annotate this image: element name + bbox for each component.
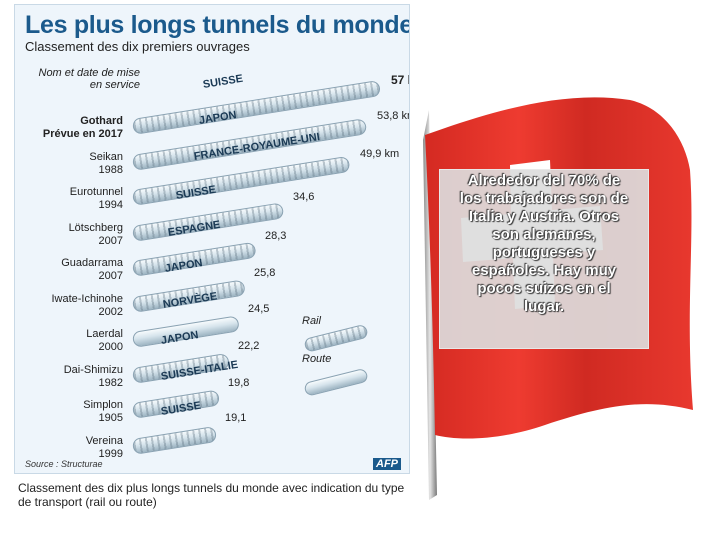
tunnel-name: Gothard Prévue en 2017 bbox=[43, 115, 123, 141]
tunnel-name-text: Laerdal bbox=[86, 328, 123, 340]
tunnel-name: Simplon 1905 bbox=[83, 399, 123, 425]
tunnel-length: 22,2 bbox=[238, 339, 260, 352]
column-note: Nom et date de mise en service bbox=[38, 67, 141, 91]
tunnel-length: 24,5 bbox=[248, 303, 270, 316]
tunnel-name-text: Iwate-Ichinohe bbox=[51, 292, 123, 305]
tunnel-year: 1905 bbox=[98, 412, 123, 424]
tunnel-year: 2002 bbox=[98, 305, 123, 318]
tunnel-name: Guadarrama 2007 bbox=[61, 257, 123, 283]
tunnel-name-text: Gothard bbox=[80, 115, 123, 127]
tunnel-name-text: Dai-Shimizu bbox=[63, 363, 123, 376]
tunnel-year: 2007 bbox=[98, 234, 123, 247]
tunnel-bar bbox=[131, 425, 218, 455]
tunnel-length: 57 km bbox=[391, 73, 409, 87]
tunnel-name: Iwate-Ichinohe 2002 bbox=[51, 293, 123, 319]
flag-pole bbox=[423, 110, 437, 500]
tunnel-year: Prévue en 2017 bbox=[42, 128, 123, 140]
tunnel-length: 49,9 km bbox=[360, 147, 400, 160]
tunnel-name: Lötschberg 2007 bbox=[69, 222, 123, 248]
tunnel-year: 1994 bbox=[98, 199, 123, 211]
tunnel-name: Eurotunnel 1994 bbox=[70, 186, 123, 212]
tunnel-country: SUISSE bbox=[202, 72, 244, 91]
tunnel-name-text: Simplon bbox=[83, 399, 123, 411]
tunnel-name: Laerdal 2000 bbox=[86, 328, 123, 354]
tunnel-name-text: Seikan bbox=[89, 150, 123, 163]
tunnel-name-text: Eurotunnel bbox=[69, 186, 123, 198]
tunnel-length: 53,8 km bbox=[377, 110, 409, 123]
tunnel-name: Dai-Shimizu 1982 bbox=[64, 364, 123, 390]
tunnel-year: 2000 bbox=[98, 341, 123, 353]
infographic-source: Source : Structurae bbox=[25, 459, 103, 469]
tunnel-length: 19,8 bbox=[228, 376, 250, 389]
tunnel-name: Seikan 1988 bbox=[89, 151, 123, 177]
tunnels-infographic: Les plus longs tunnels du monde Classeme… bbox=[14, 4, 410, 474]
legend-rail-tube bbox=[303, 323, 369, 353]
tunnel-length: 19,1 bbox=[225, 412, 247, 425]
tunnel-length: 28,3 bbox=[265, 230, 287, 243]
flag-text: Alrededor del 70% de los trabajadores so… bbox=[459, 172, 629, 315]
legend-road-label: Route bbox=[302, 353, 332, 365]
tunnel-year: 1988 bbox=[98, 163, 123, 176]
legend-road-tube bbox=[303, 367, 369, 397]
infographic-caption: Classement des dix plus longs tunnels du… bbox=[18, 481, 405, 509]
flag-text-box: Alrededor del 70% de los trabajadores so… bbox=[439, 169, 649, 349]
tunnel-year: 2007 bbox=[98, 270, 123, 282]
tunnel-name-text: Lötschberg bbox=[68, 221, 123, 234]
afp-logo: AFP bbox=[373, 458, 401, 470]
infographic-title: Les plus longs tunnels du monde bbox=[25, 11, 410, 39]
tunnel-name-text: Guadarrama bbox=[61, 257, 123, 269]
tunnel-length: 34,6 bbox=[293, 191, 315, 204]
tunnel-year: 1982 bbox=[98, 376, 123, 389]
tunnel-year: 1999 bbox=[98, 447, 123, 460]
tunnel-name: Vereina 1999 bbox=[86, 435, 123, 461]
legend-rail-label: Rail bbox=[302, 315, 321, 327]
tunnel-length: 25,8 bbox=[254, 266, 276, 279]
tunnel-name-text: Vereina bbox=[85, 434, 123, 447]
infographic-subtitle: Classement des dix premiers ouvrages bbox=[25, 39, 250, 54]
